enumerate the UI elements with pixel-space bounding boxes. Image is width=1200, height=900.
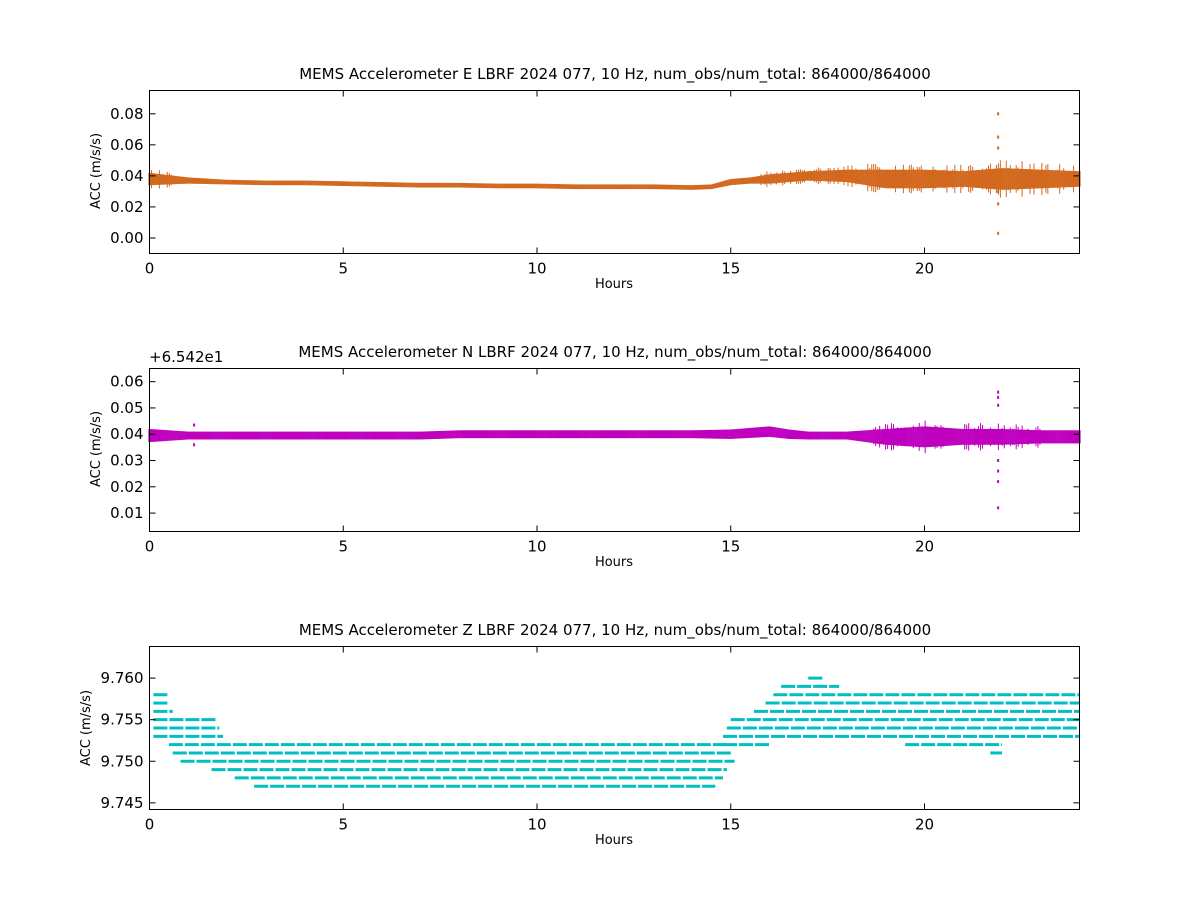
data-outlier-point — [997, 403, 1000, 407]
y-tick-label: 0.00 — [110, 229, 143, 247]
y-tick-label: 0.08 — [110, 105, 143, 123]
chart-title: MEMS Accelerometer Z LBRF 2024 077, 10 H… — [299, 621, 931, 640]
y-tick-label: 0.06 — [110, 136, 143, 154]
y-axis-label: ACC (m/s/s) — [89, 133, 104, 209]
data-outlier-point — [193, 423, 196, 427]
plot-marks — [148, 112, 1081, 235]
chart-n: MEMS Accelerometer N LBRF 2024 077, 10 H… — [89, 343, 1081, 570]
chart-title: MEMS Accelerometer E LBRF 2024 077, 10 H… — [299, 65, 931, 84]
x-axis-label: Hours — [595, 277, 633, 292]
axes-frame — [149, 368, 1080, 532]
y-tick-label: 0.04 — [110, 167, 143, 185]
data-outlier-point — [997, 189, 1000, 193]
y-tick-label: 0.02 — [110, 478, 143, 496]
x-tick-label: 5 — [338, 538, 348, 556]
data-outlier-point — [997, 202, 1000, 206]
y-tick-label: 9.750 — [101, 752, 144, 770]
data-outlier-point — [193, 443, 196, 447]
y-tick-label: 0.03 — [110, 452, 143, 470]
y-axis-label: ACC (m/s/s) — [79, 690, 94, 766]
data-outlier-point — [997, 480, 1000, 484]
axis-ticks: 0 5 10 15 20 0.00 0.02 0.04 0.06 0.08 — [110, 90, 1080, 278]
y-tick-label: 0.01 — [110, 504, 143, 522]
offset-text: +6.542e1 — [149, 348, 223, 366]
data-outlier-point — [997, 112, 1000, 116]
y-tick-label: 9.760 — [101, 669, 144, 687]
y-tick-label: 0.05 — [110, 399, 143, 417]
y-tick-label: 0.06 — [110, 373, 143, 391]
plot-marks — [153, 676, 1080, 788]
x-tick-label: 10 — [527, 260, 546, 278]
chart-z: MEMS Accelerometer Z LBRF 2024 077, 10 H… — [79, 621, 1080, 848]
axis-ticks: 0 5 10 15 20 0.01 0.02 0.03 0.04 0.05 0.06 — [110, 368, 1080, 556]
x-tick-label: 15 — [721, 816, 740, 834]
axis-ticks: 0 5 10 15 20 9.745 9.750 9.755 9.760 — [101, 646, 1080, 834]
y-tick-label: 9.745 — [101, 794, 144, 812]
data-outlier-point — [997, 506, 1000, 510]
y-tick-label: 9.755 — [101, 711, 144, 729]
x-tick-label: 20 — [915, 538, 934, 556]
data-outlier-point — [997, 231, 1000, 235]
x-tick-label: 0 — [145, 816, 155, 834]
x-tick-label: 20 — [915, 260, 934, 278]
plot-marks — [148, 390, 1081, 510]
x-tick-label: 20 — [915, 816, 934, 834]
chart-title: MEMS Accelerometer N LBRF 2024 077, 10 H… — [298, 343, 931, 362]
x-tick-label: 15 — [721, 260, 740, 278]
axes-frame — [149, 646, 1080, 810]
chart-e: MEMS Accelerometer E LBRF 2024 077, 10 H… — [89, 65, 1081, 292]
x-axis-label: Hours — [595, 555, 633, 570]
data-outlier-point — [997, 390, 1000, 394]
data-outlier-point — [997, 135, 1000, 139]
x-tick-label: 0 — [145, 260, 155, 278]
data-outlier-point — [997, 146, 1000, 150]
x-tick-label: 10 — [527, 538, 546, 556]
x-tick-label: 15 — [721, 538, 740, 556]
y-tick-label: 0.04 — [110, 425, 143, 443]
data-outlier-point — [997, 395, 1000, 399]
x-axis-label: Hours — [595, 833, 633, 848]
x-tick-label: 5 — [338, 816, 348, 834]
data-outlier-point — [997, 459, 1000, 463]
data-outlier-point — [997, 469, 1000, 473]
y-tick-label: 0.02 — [110, 198, 143, 216]
x-tick-label: 10 — [527, 816, 546, 834]
x-tick-label: 5 — [338, 260, 348, 278]
y-axis-label: ACC (m/s/s) — [89, 411, 104, 487]
axes-frame — [149, 90, 1080, 254]
x-tick-label: 0 — [145, 538, 155, 556]
